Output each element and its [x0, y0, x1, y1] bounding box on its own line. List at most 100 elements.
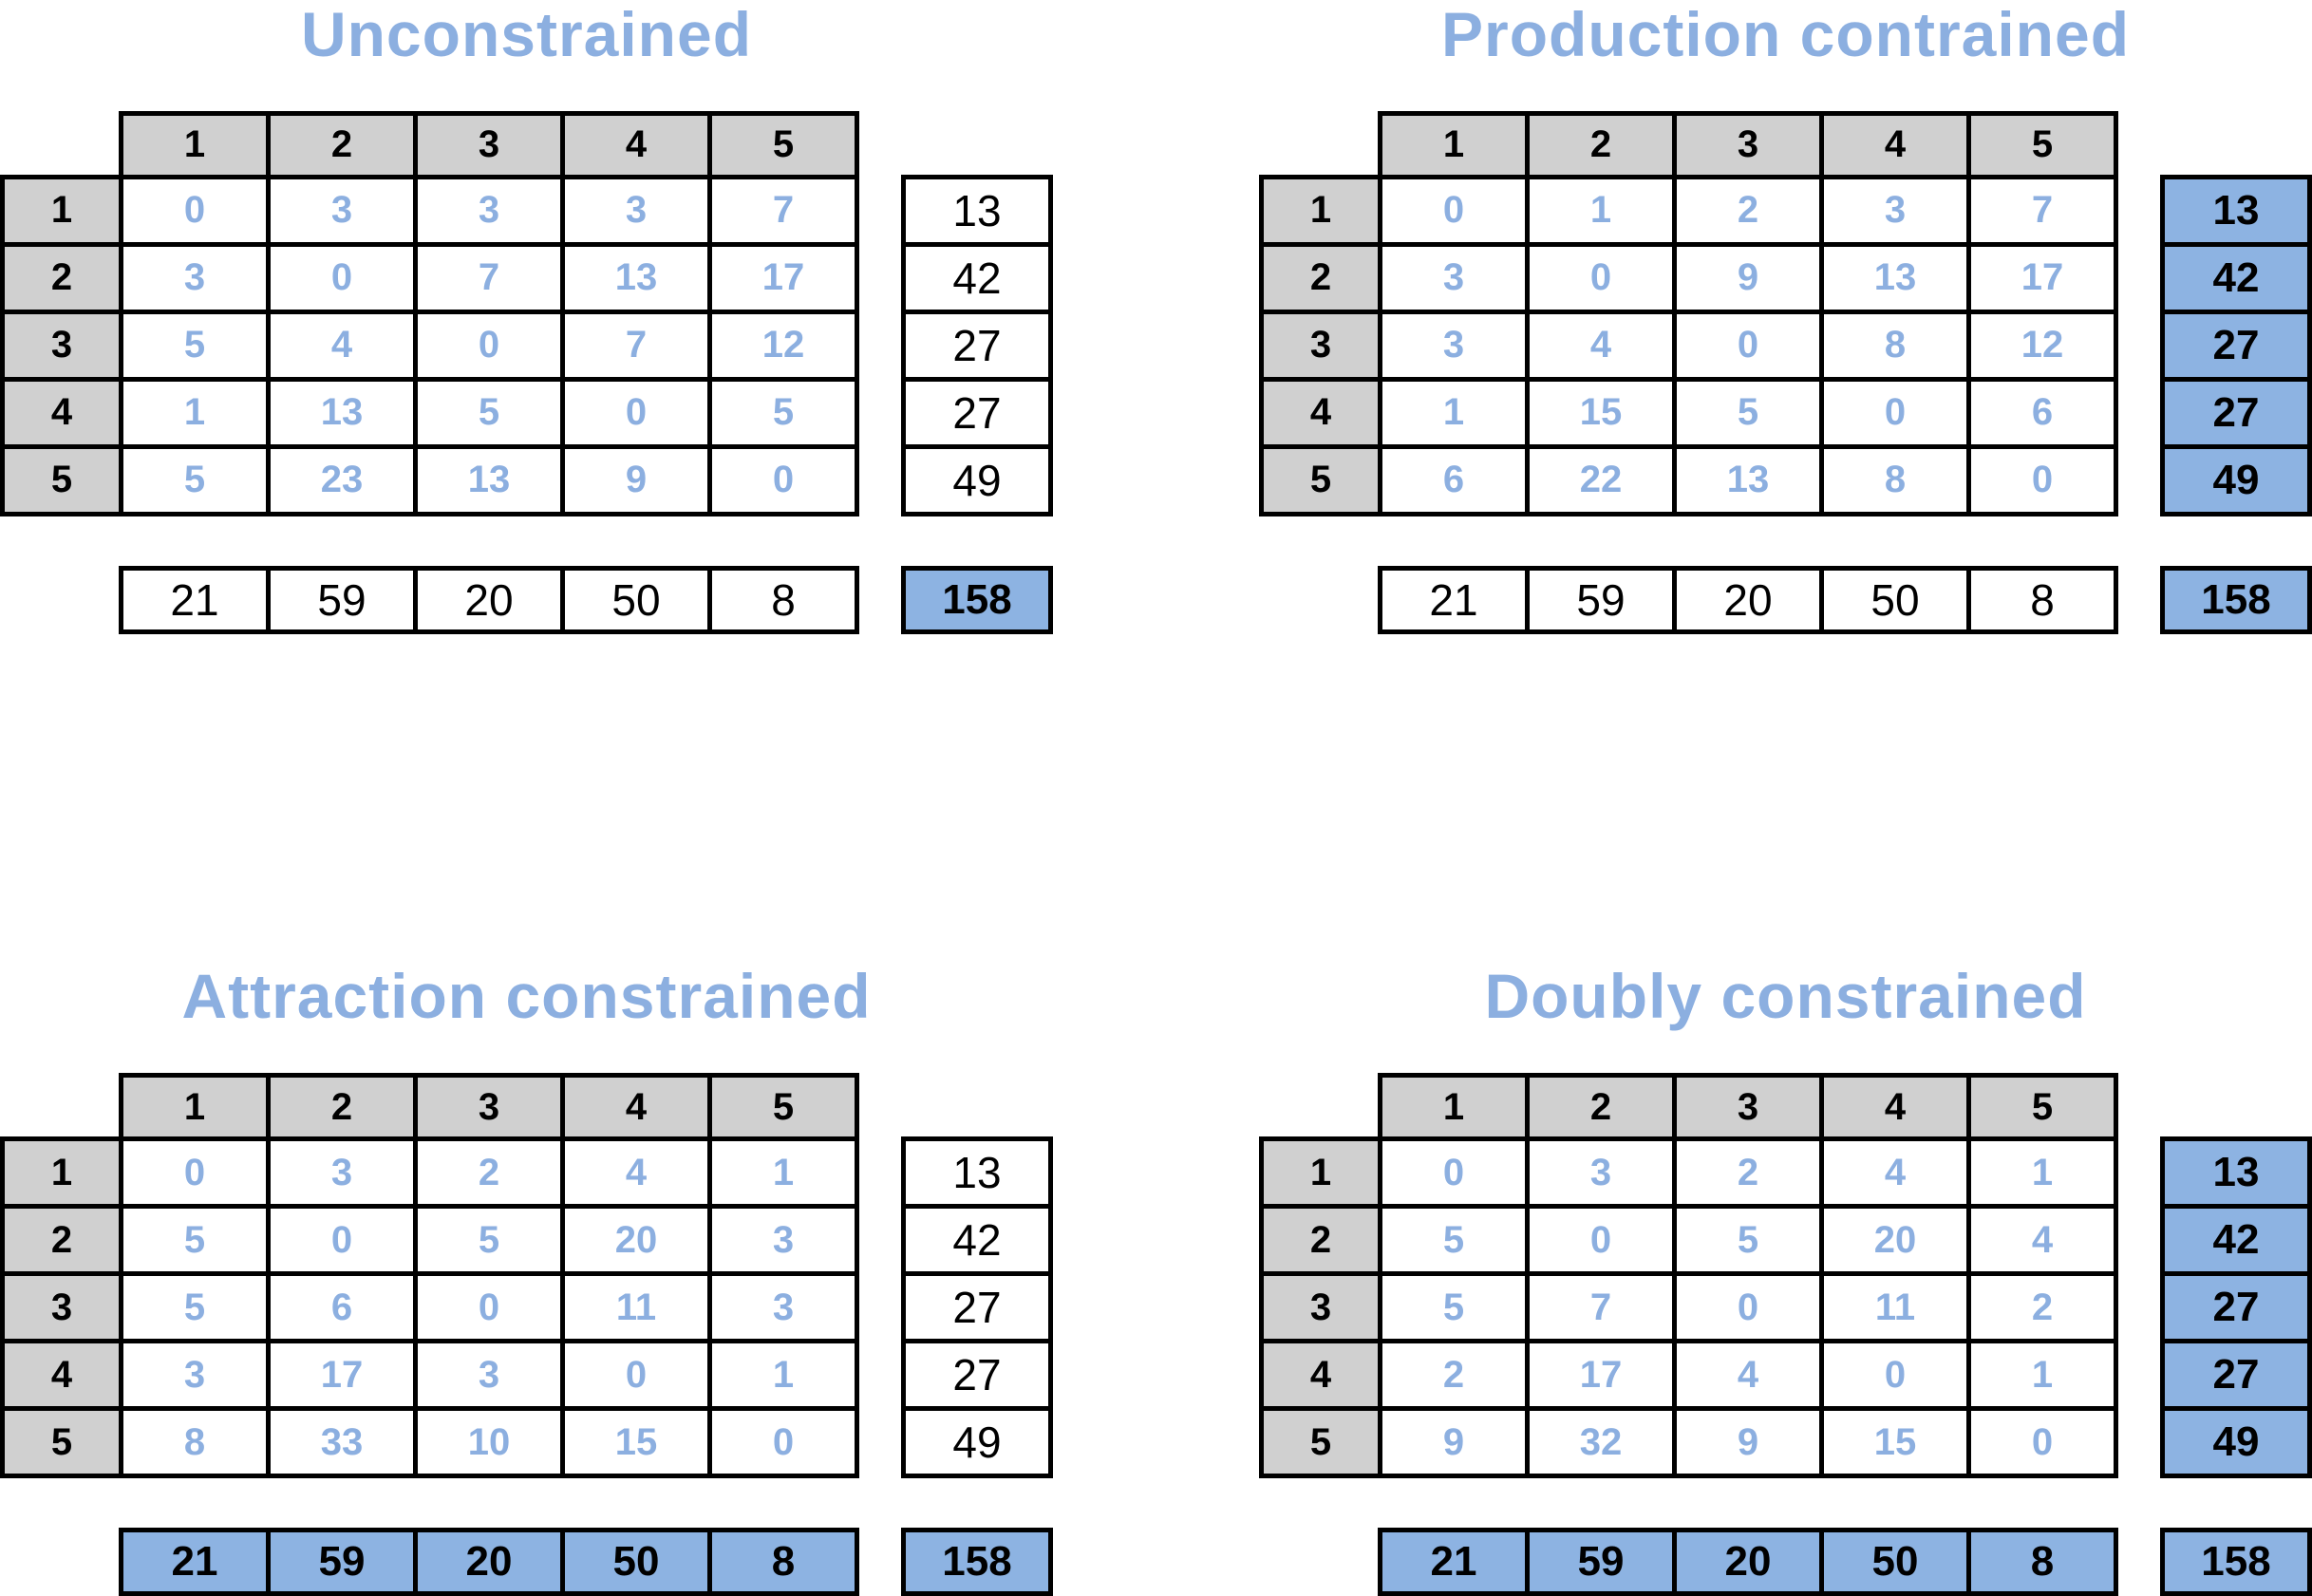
row-header-cell: 5 [1264, 1411, 1378, 1474]
matrix-cell: 4 [1530, 313, 1672, 377]
panel-title: Attraction constrained [181, 961, 872, 1032]
row-total-cell: 27 [2165, 1343, 2307, 1406]
row-header-cell: 1 [1264, 1141, 1378, 1204]
col-header-cell: 4 [1824, 115, 1966, 175]
matrix-cell: 9 [1677, 1411, 1819, 1474]
grand-total-cell: 158 [906, 570, 1048, 629]
row-total-cell: 27 [906, 1343, 1048, 1406]
matrix-cell: 5 [123, 448, 266, 512]
col-total-cell: 50 [565, 570, 707, 629]
matrix-cell: 8 [1824, 313, 1966, 377]
matrix-body: 1 0 3 3 3 7 2 3 0 7 13 17 3 5 4 0 7 12 4 1 13 5 0 5 5 5 23 13 9 0 [0, 174, 859, 516]
col-header-cell: 4 [565, 115, 707, 175]
matrix-cell: 7 [565, 313, 707, 377]
matrix-cell: 17 [712, 246, 855, 310]
col-header-cell: 2 [271, 115, 413, 175]
row-header-cell: 4 [1264, 381, 1378, 444]
matrix-cell: 15 [1530, 381, 1672, 444]
row-total-cell: 42 [906, 246, 1048, 310]
matrix-cell: 13 [1677, 448, 1819, 512]
column-totals-row: 21 59 20 50 8 [1378, 1528, 2118, 1596]
col-total-cell: 21 [1382, 570, 1525, 629]
row-total-cell: 49 [2165, 448, 2307, 512]
col-header-cell: 3 [1677, 1078, 1819, 1136]
col-header-cell: 4 [565, 1078, 707, 1136]
row-total-cell: 42 [2165, 246, 2307, 310]
row-header-cell: 2 [5, 1209, 119, 1271]
grand-total-cell: 158 [2165, 570, 2307, 629]
grand-total-cell: 158 [906, 1532, 1048, 1591]
matrix-cell: 17 [271, 1343, 413, 1406]
matrix-cell: 3 [565, 178, 707, 242]
panel-title: Unconstrained [300, 0, 753, 69]
matrix-cell: 5 [123, 313, 266, 377]
matrix-cell: 20 [565, 1209, 707, 1271]
matrix-body: 1 0 3 2 4 1 2 5 0 5 20 4 3 5 7 0 11 2 4 2 17 4 0 1 5 9 32 9 15 0 [1259, 1136, 2118, 1478]
matrix-cell: 5 [1382, 1209, 1525, 1271]
matrix-cell: 13 [418, 448, 560, 512]
matrix-cell: 0 [1530, 246, 1672, 310]
matrix-cell: 0 [1382, 178, 1525, 242]
matrix-cell: 3 [712, 1209, 855, 1271]
row-totals-column: 13 42 27 27 49 [901, 1136, 1053, 1478]
matrix-cell: 33 [271, 1411, 413, 1474]
row-header-cell: 5 [5, 1411, 119, 1474]
col-total-cell: 20 [1677, 570, 1819, 629]
matrix-cell: 0 [712, 1411, 855, 1474]
matrix-cell: 4 [1971, 1209, 2114, 1271]
row-totals-column: 13 42 27 27 49 [2160, 1136, 2312, 1478]
row-total-cell: 42 [2165, 1209, 2307, 1271]
grand-total: 158 [2160, 565, 2312, 634]
grand-total: 158 [901, 565, 1053, 634]
col-header-cell: 2 [1530, 1078, 1672, 1136]
col-header-cell: 1 [123, 1078, 266, 1136]
col-total-cell: 50 [1824, 570, 1966, 629]
matrix-cell: 11 [1824, 1276, 1966, 1339]
row-total-cell: 49 [2165, 1411, 2307, 1474]
matrix-cell: 15 [565, 1411, 707, 1474]
matrix-cell: 32 [1530, 1411, 1672, 1474]
row-header-cell: 2 [5, 246, 119, 310]
matrix-cell: 3 [418, 178, 560, 242]
matrix-cell: 7 [1971, 178, 2114, 242]
col-header-cell: 3 [1677, 115, 1819, 175]
matrix-cell: 1 [1971, 1343, 2114, 1406]
matrix-cell: 11 [565, 1276, 707, 1339]
row-total-cell: 13 [2165, 1141, 2307, 1204]
grand-total-cell: 158 [2165, 1532, 2307, 1591]
matrix-cell: 5 [712, 381, 855, 444]
col-total-cell: 20 [1677, 1532, 1819, 1591]
col-total-cell: 50 [565, 1532, 707, 1591]
matrix-cell: 0 [418, 1276, 560, 1339]
row-header-cell: 2 [1264, 1209, 1378, 1271]
row-header-cell: 1 [1264, 178, 1378, 242]
matrix-cell: 13 [271, 381, 413, 444]
matrix-cell: 20 [1824, 1209, 1966, 1271]
matrix-cell: 3 [1530, 1141, 1672, 1204]
matrix-cell: 0 [1382, 1141, 1525, 1204]
matrix-cell: 3 [712, 1276, 855, 1339]
row-header-cell: 3 [1264, 1276, 1378, 1339]
matrix-cell: 5 [418, 381, 560, 444]
col-header-cell: 1 [123, 115, 266, 175]
col-header-cell: 4 [1824, 1078, 1966, 1136]
matrix-cell: 8 [123, 1411, 266, 1474]
panel-title: Production contrained [1440, 0, 2131, 69]
matrix-cell: 13 [565, 246, 707, 310]
matrix-cell: 5 [123, 1276, 266, 1339]
matrix-cell: 17 [1971, 246, 2114, 310]
row-header-cell: 4 [5, 381, 119, 444]
matrix-cell: 10 [418, 1411, 560, 1474]
col-header-cell: 2 [1530, 115, 1672, 175]
matrix-cell: 0 [565, 381, 707, 444]
row-total-cell: 42 [906, 1209, 1048, 1271]
row-totals-column: 13 42 27 27 49 [901, 174, 1053, 516]
